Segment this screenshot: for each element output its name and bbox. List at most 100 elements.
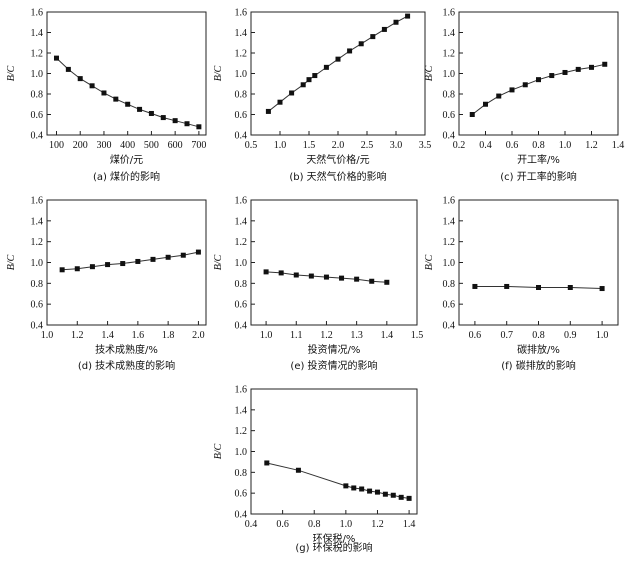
y-tick-label: 0.6: [235, 489, 248, 500]
x-tick-label: 1.0: [340, 519, 353, 530]
plot-frame: [46, 11, 207, 136]
data-point: [113, 96, 119, 102]
data-point: [384, 279, 390, 285]
y-tick-label: 1.0: [31, 258, 44, 269]
x-tick-label: 3.5: [419, 140, 432, 151]
x-tick-label: 0.5: [245, 140, 258, 151]
data-point: [74, 266, 80, 272]
plot-frame: [250, 199, 418, 326]
y-tick-label: 0.4: [235, 131, 248, 142]
y-tick-label: 0.8: [235, 90, 248, 101]
y-tick-label: 0.4: [443, 321, 456, 332]
data-point: [195, 249, 201, 255]
x-tick-label: 2.5: [361, 140, 374, 151]
y-tick-label: 0.6: [443, 110, 456, 121]
plot-frame: [458, 11, 619, 136]
data-point: [472, 283, 478, 289]
data-point: [184, 121, 190, 127]
data-point: [398, 494, 404, 500]
data-point: [405, 13, 411, 19]
y-tick-label: 1.0: [443, 258, 456, 269]
x-tick-label: 0.6: [469, 330, 482, 341]
data-point: [277, 99, 283, 105]
chart-panel-5: 0.4 0.6 0.8 1.0 1.2 1.4 1.6 1.0 1.1 1.2 1.3 1.4 1.5 B…: [213, 196, 423, 373]
y-tick-label: 0.6: [31, 300, 44, 311]
data-point: [549, 73, 555, 79]
data-point: [504, 283, 510, 289]
y-tick-label: 0.8: [443, 90, 456, 101]
x-tick-label: 3.0: [390, 140, 403, 151]
x-axis-label: 天然气价格/元: [306, 153, 369, 166]
data-point: [469, 112, 475, 117]
x-tick-label: 1.0: [559, 140, 572, 151]
plot-frame: [250, 11, 426, 136]
chart-panel-6: 0.4 0.6 0.8 1.0 1.2 1.4 1.6 0.6 0.7 0.8 0.9 1.0 B/C 碳…: [424, 196, 619, 372]
data-point: [278, 270, 284, 276]
series-line: [471, 63, 605, 115]
panel-caption: (g) 环保税的影响: [295, 541, 372, 554]
x-tick-label: 0.4: [479, 140, 492, 151]
y-tick-label: 0.6: [235, 300, 248, 311]
data-point: [306, 77, 312, 83]
x-axis-label: 投资情况/%: [308, 343, 361, 356]
x-tick-label: 100: [49, 140, 64, 151]
y-tick-label: 0.6: [443, 300, 456, 311]
data-point: [89, 264, 95, 270]
data-point: [265, 108, 271, 114]
x-tick-label: 700: [191, 140, 206, 151]
data-point: [536, 285, 541, 290]
panel-caption: (b) 天然气价格的影响: [289, 170, 386, 183]
y-tick-label: 0.4: [31, 131, 44, 142]
data-point: [120, 261, 126, 267]
data-point: [522, 82, 528, 88]
data-point: [59, 267, 65, 273]
x-tick-label: 1.8: [162, 330, 175, 341]
y-tick-label: 0.4: [31, 321, 44, 332]
x-tick-label: 0.8: [532, 330, 545, 341]
data-point: [65, 66, 71, 72]
panel-caption: (c) 开工率的影响: [500, 170, 576, 183]
data-point: [160, 115, 166, 121]
data-point: [125, 101, 131, 107]
x-tick-label: 1.0: [274, 140, 287, 151]
x-tick-label: 1.0: [596, 330, 609, 341]
data-point: [135, 258, 141, 264]
chart-panel-7: 0.4 0.6 0.8 1.0 1.2 1.4 1.6 0.4 0.6 0.8 1.0 1.2 1.4 B…: [213, 385, 418, 554]
chart-panel-3: 0.40.60.81.01.21.41.60.2 0.4 0.6 0.8 1.0 1.2 1…: [424, 8, 624, 184]
data-point: [180, 252, 186, 258]
y-tick-label: 0.4: [235, 510, 248, 521]
x-tick-label: 300: [96, 140, 111, 151]
x-tick-label: 0.7: [500, 330, 513, 341]
y-tick-label: 1.2: [31, 237, 44, 248]
data-point: [381, 26, 387, 32]
y-tick-label: 1.6: [235, 8, 248, 19]
chart-panel-2: 0.4 0.6 0.8 1.0 1.2 1.4 1.6 0.5 1.0 1.5 2.0 2.5 3.0 3…: [213, 8, 431, 184]
data-point: [575, 66, 581, 72]
data-point: [335, 56, 341, 62]
x-tick-label: 1.1: [290, 330, 303, 341]
y-axis-label: B/C: [424, 254, 435, 270]
x-tick-label: 1.2: [71, 330, 84, 341]
x-tick-label: 500: [144, 140, 159, 151]
y-tick-label: 0.6: [31, 110, 44, 121]
x-tick-label: 1.2: [371, 519, 384, 530]
data-point: [312, 73, 318, 79]
x-axis-label: 煤价/元: [110, 153, 143, 166]
x-tick-label: 600: [168, 140, 183, 151]
x-tick-label: 0.8: [308, 519, 321, 530]
data-point: [359, 486, 365, 492]
data-point: [308, 273, 314, 279]
x-axis-label: 开工率/%: [517, 153, 560, 166]
y-tick-label: 1.6: [235, 385, 248, 396]
y-tick-label: 1.4: [443, 28, 456, 39]
x-axis-label: 碳排放/%: [517, 343, 560, 356]
plot-frame: [458, 199, 619, 326]
x-tick-label: 1.5: [411, 330, 424, 341]
data-point: [264, 460, 270, 466]
data-point: [323, 274, 329, 280]
x-tick-label: 1.2: [585, 140, 598, 151]
x-tick-label: 1.0: [41, 330, 54, 341]
x-tick-label: 1.3: [350, 330, 363, 341]
x-tick-label: 0.9: [564, 330, 577, 341]
